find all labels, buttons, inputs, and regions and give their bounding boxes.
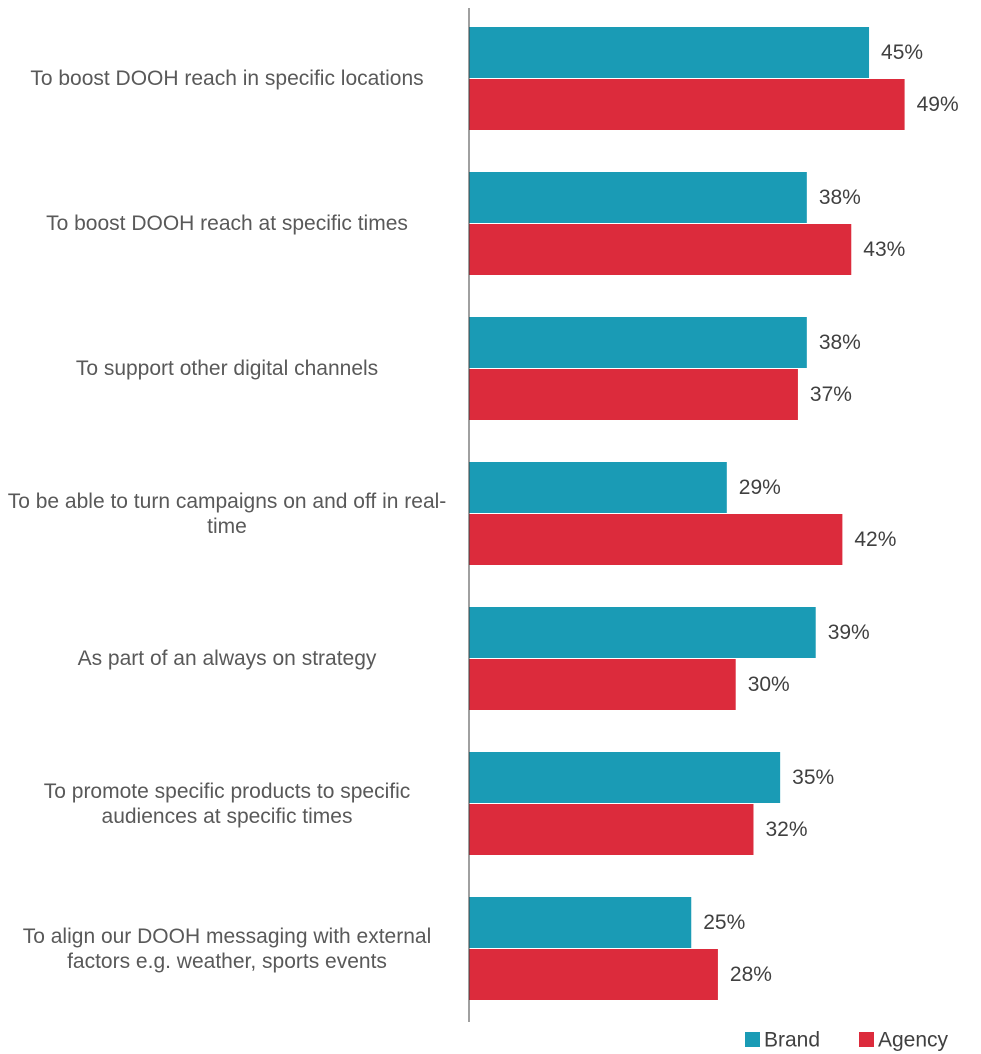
legend-label: Brand bbox=[764, 1029, 820, 1052]
legend-label: Agency bbox=[878, 1029, 949, 1052]
legend-swatch bbox=[745, 1032, 760, 1047]
value-label: 38% bbox=[819, 186, 861, 209]
bar bbox=[469, 224, 852, 275]
bar bbox=[469, 27, 870, 78]
bar bbox=[469, 172, 807, 223]
category-label: To promote specific products to specific… bbox=[43, 779, 411, 828]
value-label: 32% bbox=[765, 818, 807, 841]
bar bbox=[469, 462, 727, 513]
category-label: As part of an always on strategy bbox=[77, 647, 377, 670]
bar bbox=[469, 607, 816, 658]
value-label: 45% bbox=[881, 41, 923, 64]
value-label: 28% bbox=[730, 963, 772, 986]
category-label: To support other digital channels bbox=[75, 357, 379, 380]
legend-swatch bbox=[859, 1032, 874, 1047]
value-label: 43% bbox=[863, 238, 905, 261]
value-label: 49% bbox=[917, 93, 959, 116]
category-label: To be able to turn campaigns on and off … bbox=[7, 489, 447, 538]
value-label: 29% bbox=[739, 476, 781, 499]
category-label: To align our DOOH messaging with externa… bbox=[22, 924, 432, 973]
category-label: To boost DOOH reach at specific times bbox=[46, 212, 408, 235]
value-label: 38% bbox=[819, 331, 861, 354]
bar bbox=[469, 949, 718, 1000]
value-label: 37% bbox=[810, 383, 852, 406]
bar bbox=[469, 317, 807, 368]
bar bbox=[469, 369, 798, 420]
bar bbox=[469, 79, 905, 130]
value-label: 25% bbox=[703, 911, 745, 934]
bar bbox=[469, 897, 692, 948]
value-label: 35% bbox=[792, 766, 834, 789]
bar bbox=[469, 752, 781, 803]
bar bbox=[469, 514, 843, 565]
value-label: 39% bbox=[828, 621, 870, 644]
value-label: 42% bbox=[854, 528, 896, 551]
bar bbox=[469, 804, 754, 855]
bar bbox=[469, 659, 736, 710]
value-label: 30% bbox=[748, 673, 790, 696]
category-label: To boost DOOH reach in specific location… bbox=[30, 67, 424, 90]
